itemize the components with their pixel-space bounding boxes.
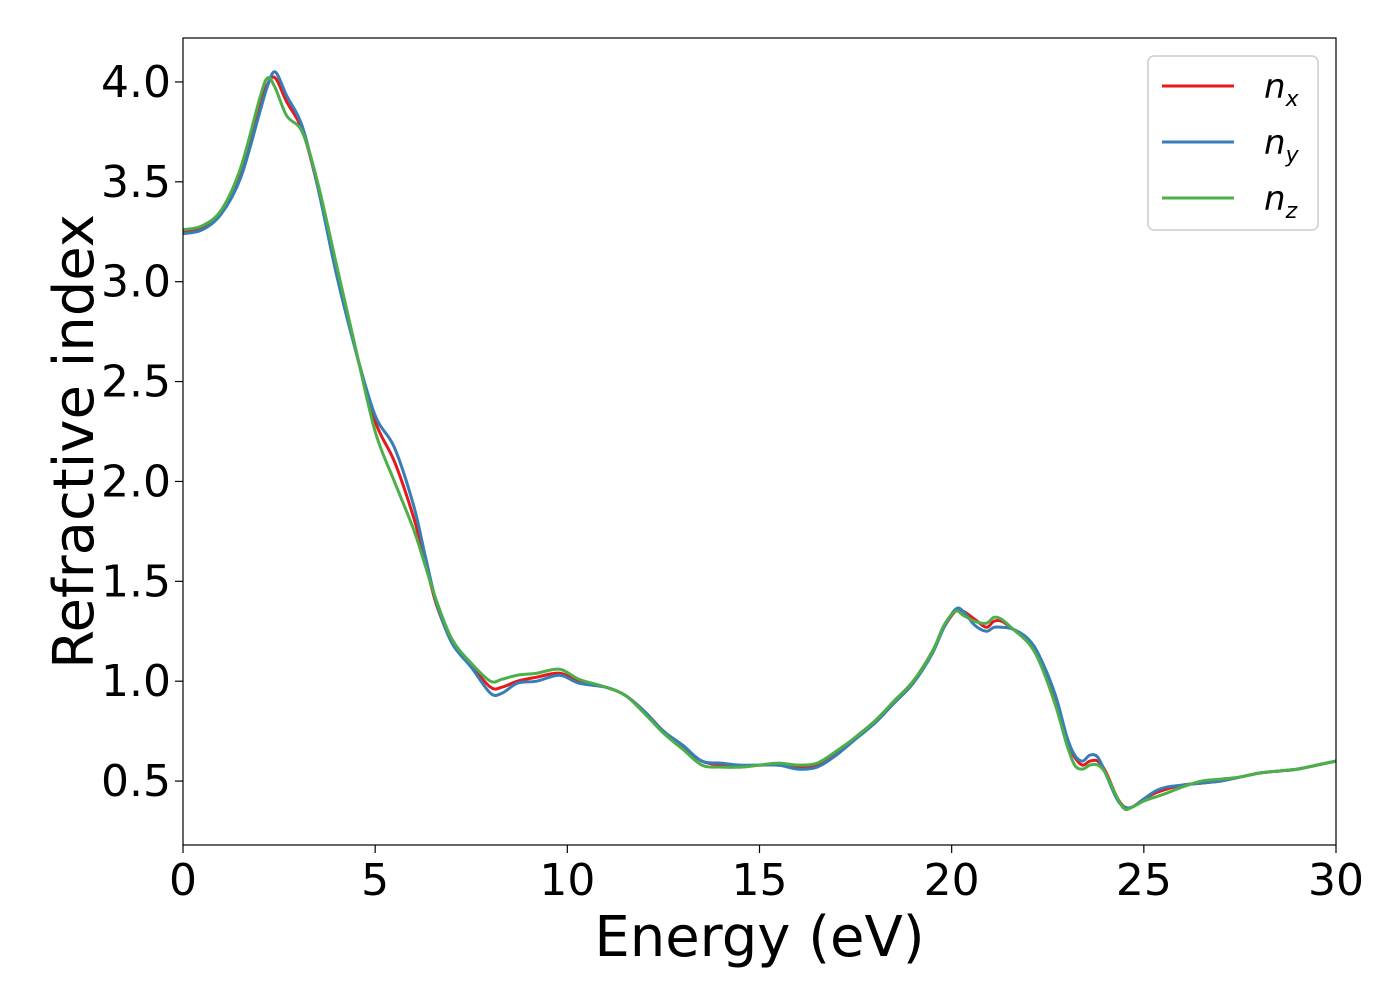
- y-tick-label: 0.5: [101, 756, 171, 807]
- x-tick-label: 0: [169, 855, 197, 906]
- y-tick-label: 3.0: [101, 257, 171, 308]
- x-tick-label: 15: [732, 855, 788, 906]
- x-tick-label: 20: [924, 855, 980, 906]
- y-tick-label: 4.0: [101, 57, 171, 108]
- x-tick-label: 30: [1308, 855, 1364, 906]
- y-axis: 0.5 1.0 1.5 2.0 2.5 3.0 3.5 4.0: [101, 57, 183, 807]
- x-tick-label: 10: [539, 855, 595, 906]
- y-tick-label: 3.5: [101, 157, 171, 208]
- legend-label-y: ny: [1264, 123, 1300, 168]
- series-line-z: [183, 76, 1336, 812]
- y-tick-label: 2.5: [101, 357, 171, 408]
- legend-label-base: n: [1264, 123, 1286, 163]
- legend-label-subscript: z: [1285, 199, 1298, 224]
- y-tick-label: 2.0: [101, 456, 171, 507]
- legend-label-z: nz: [1264, 179, 1298, 224]
- y-tick-label: 1.5: [101, 556, 171, 607]
- legend-label-x: nx: [1264, 67, 1300, 112]
- legend-label-base: n: [1264, 179, 1286, 219]
- y-axis-title: Refractive index: [42, 214, 107, 669]
- series-layer: [183, 70, 1336, 812]
- legend-label-subscript: x: [1285, 87, 1300, 112]
- x-tick-label: 5: [361, 855, 389, 906]
- x-axis: 0 5 10 15 20 25 30: [169, 845, 1364, 906]
- legend-label-base: n: [1264, 67, 1286, 107]
- y-tick-label: 1.0: [101, 656, 171, 707]
- x-tick-label: 25: [1116, 855, 1172, 906]
- x-axis-title: Energy (eV): [594, 905, 924, 970]
- plot-area: [182, 37, 1337, 846]
- legend-label-subscript: y: [1285, 143, 1300, 168]
